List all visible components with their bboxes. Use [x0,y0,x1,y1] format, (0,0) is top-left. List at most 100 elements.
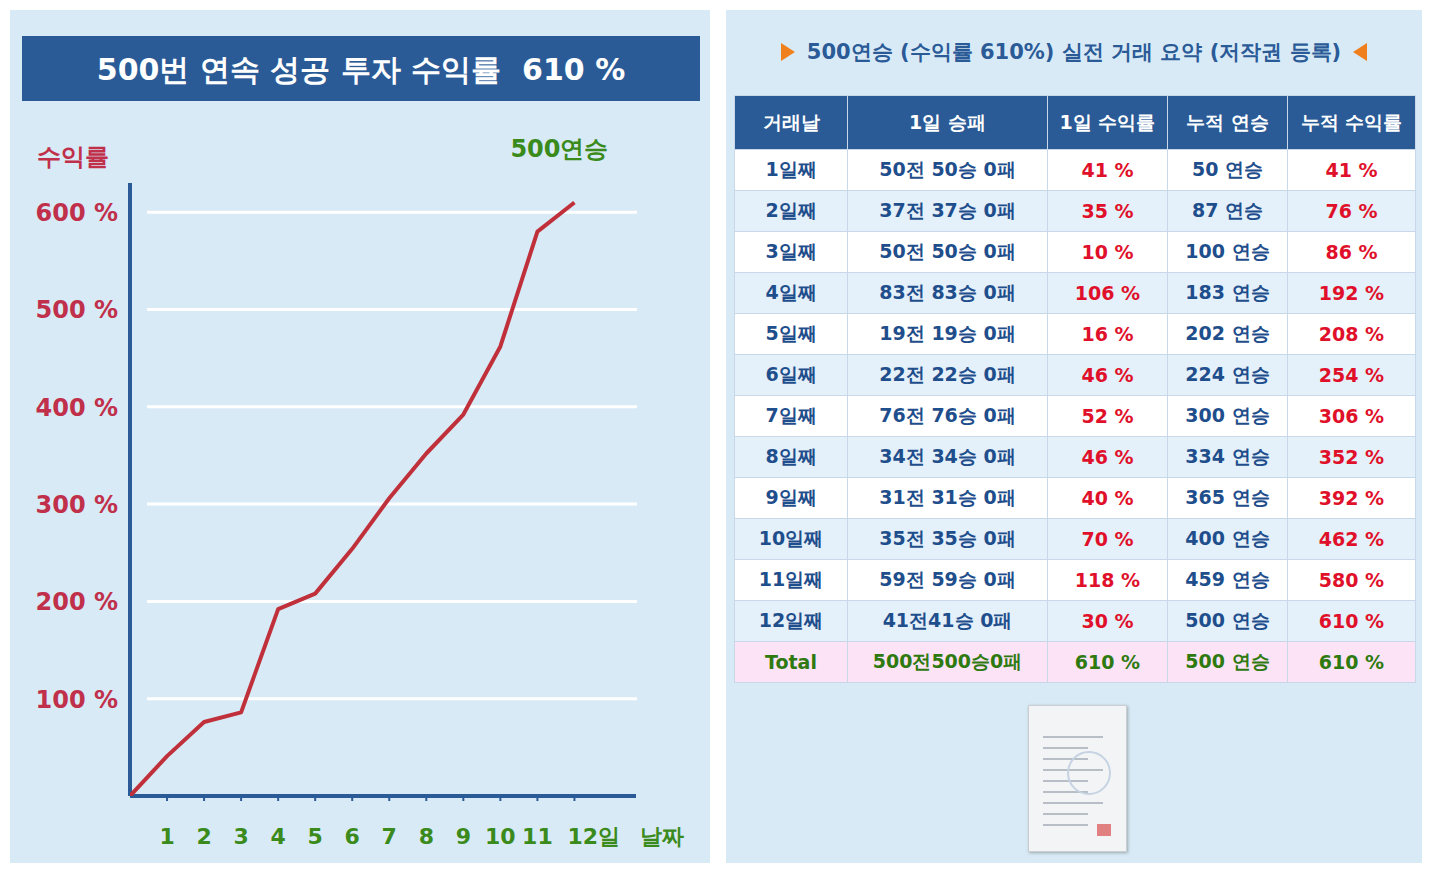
x-tick-label: 3 [233,824,248,849]
certificate-line [1043,802,1103,804]
table-cell: 610 % [1288,601,1416,642]
table-cell: 1일째 [735,150,848,191]
table-row: 2일째37전 37승 0패35 %87 연승76 % [735,191,1416,232]
x-tick-label: 4 [270,824,285,849]
certificate-image [1028,705,1127,852]
table-cell: 34전 34승 0패 [848,437,1048,478]
grid-line [147,697,637,700]
table-cell: 183 연승 [1168,273,1288,314]
table-cell: 334 연승 [1168,437,1288,478]
column-header: 1일 수익률 [1048,96,1168,150]
table-cell: 118 % [1048,560,1168,601]
grid-line [147,405,637,408]
certificate-line [1043,813,1088,815]
grid-line [147,503,637,506]
certificate-line [1043,780,1088,782]
table-cell: 8일째 [735,437,848,478]
column-header: 거래날 [735,96,848,150]
table-cell: 9일째 [735,478,848,519]
column-header: 누적 수익률 [1288,96,1416,150]
table-cell: 10 % [1048,232,1168,273]
table-row: 3일째50전 50승 0패10 %100 연승86 % [735,232,1416,273]
table-cell: 106 % [1048,273,1168,314]
column-header: 누적 연승 [1168,96,1288,150]
grid-line [147,308,637,311]
total-cell: 610 % [1048,642,1168,683]
table-cell: 12일째 [735,601,848,642]
total-cell: 500 연승 [1168,642,1288,683]
table-cell: 59전 59승 0패 [848,560,1048,601]
table-cell: 76 % [1288,191,1416,232]
table-cell: 100 연승 [1168,232,1288,273]
table-row: 7일째76전 76승 0패52 %300 연승306 % [735,396,1416,437]
y-tick-label: 200 % [36,588,119,616]
y-tick-label: 300 % [36,491,119,519]
table-row: 10일째35전 35승 0패70 %400 연승462 % [735,519,1416,560]
table-row: 12일째41전41승 0패30 %500 연승610 % [735,601,1416,642]
table-cell: 86 % [1288,232,1416,273]
summary-table: 거래날1일 승패1일 수익률누적 연승누적 수익률1일째50전 50승 0패41… [734,95,1416,683]
table-cell: 6일째 [735,355,848,396]
x-tick-label: 8 [419,824,434,849]
table-cell: 392 % [1288,478,1416,519]
table-cell: 462 % [1288,519,1416,560]
total-cell: 500전500승0패 [848,642,1048,683]
table-row: 4일째83전 83승 0패106 %183 연승192 % [735,273,1416,314]
x-tick-label: 10 [485,824,516,849]
table-row: 5일째19전 19승 0패16 %202 연승208 % [735,314,1416,355]
column-header: 1일 승패 [848,96,1048,150]
x-tick-label: 1 [159,824,174,849]
arrow [1353,43,1367,61]
table-cell: 5일째 [735,314,848,355]
x-tick-label: 6 [345,824,360,849]
table-row: 9일째31전 31승 0패40 %365 연승392 % [735,478,1416,519]
table-cell: 10일째 [735,519,848,560]
table-cell: 500 연승 [1168,601,1288,642]
table-cell: 46 % [1048,437,1168,478]
y-axis [128,183,132,796]
certificate-line [1043,747,1088,749]
table-cell: 41전41승 0패 [848,601,1048,642]
table-cell: 306 % [1288,396,1416,437]
y-tick-label: 500 % [36,296,119,324]
table-cell: 224 연승 [1168,355,1288,396]
table-cell: 2일째 [735,191,848,232]
table-cell: 76전 76승 0패 [848,396,1048,437]
x-tick-label: 12일 [567,824,620,849]
arrow [781,43,795,61]
table-cell: 580 % [1288,560,1416,601]
table-cell: 11일째 [735,560,848,601]
header-row: 거래날1일 승패1일 수익률누적 연승누적 수익률 [735,96,1416,150]
table-cell: 83전 83승 0패 [848,273,1048,314]
table-title: 500연승 (수익률 610%) 실전 거래 요약 (저작권 등록) [807,38,1341,66]
table-cell: 41 % [1048,150,1168,191]
table-cell: 459 연승 [1168,560,1288,601]
x-tick-label: 11 [522,824,553,849]
table-cell: 30 % [1048,601,1168,642]
chart-svg: 500번 연속 성공 투자 수익률 610 %100 %200 %300 %40… [10,10,710,863]
total-cell: 610 % [1288,642,1416,683]
certificate-line [1043,824,1088,826]
table-title-bar: 500연승 (수익률 610%) 실전 거래 요약 (저작권 등록) [726,32,1422,72]
table-cell: 41 % [1288,150,1416,191]
table-cell: 4일째 [735,273,848,314]
table-cell: 31전 31승 0패 [848,478,1048,519]
table-panel: 500연승 (수익률 610%) 실전 거래 요약 (저작권 등록) 거래날1일… [726,10,1422,863]
table-cell: 50전 50승 0패 [848,150,1048,191]
certificate-line [1043,758,1088,760]
total-cell: Total [735,642,848,683]
table-row: 1일째50전 50승 0패41 %50 연승41 % [735,150,1416,191]
table-cell: 40 % [1048,478,1168,519]
table-cell: 22전 22승 0패 [848,355,1048,396]
x-tick-label: 5 [308,824,323,849]
table-cell: 352 % [1288,437,1416,478]
y-tick-label: 100 % [36,686,119,714]
table-cell: 16 % [1048,314,1168,355]
x-tick-label: 9 [456,824,471,849]
table-cell: 300 연승 [1168,396,1288,437]
chart-panel: 500번 연속 성공 투자 수익률 610 %100 %200 %300 %40… [10,10,710,863]
certificate-line [1043,769,1103,771]
certificate-seal [1067,751,1111,795]
y-tick-label: 600 % [36,199,119,227]
table-cell: 46 % [1048,355,1168,396]
